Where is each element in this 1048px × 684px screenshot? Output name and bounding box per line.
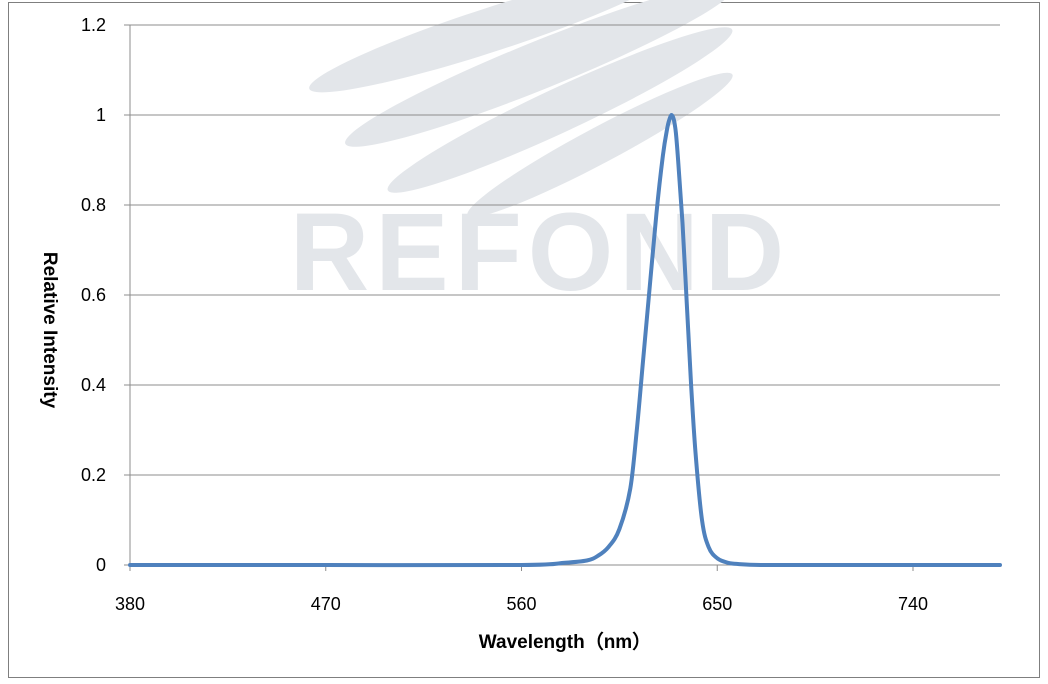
x-tick-label-4: 740 <box>898 594 928 614</box>
x-tick-label-0: 380 <box>115 594 145 614</box>
y-tick-label-1: 0.2 <box>81 465 106 485</box>
y-tick-label-0: 0 <box>96 555 106 575</box>
watermark-swoosh-1 <box>309 0 671 93</box>
x-tick-label-3: 650 <box>702 594 732 614</box>
y-tick-label-5: 1 <box>96 105 106 125</box>
watermark-swoosh-2 <box>345 0 735 147</box>
y-tick-labels: 0 0.2 0.4 0.6 0.8 1 1.2 <box>81 15 106 575</box>
y-axis-title: Relative Intensity <box>39 252 60 409</box>
y-tick-label-3: 0.6 <box>81 285 106 305</box>
y-tick-label-4: 0.8 <box>81 195 106 215</box>
x-tick-labels: 380 470 560 650 740 <box>115 594 928 614</box>
y-tick-label-2: 0.4 <box>81 375 106 395</box>
watermark-swoosh-3 <box>387 27 733 193</box>
watermark-swoosh-4 <box>467 72 733 218</box>
x-tick-label-2: 560 <box>506 594 536 614</box>
x-tick-label-1: 470 <box>311 594 341 614</box>
grid-lines <box>130 24 1000 476</box>
x-axis-title: Wavelength（nm） <box>479 630 651 653</box>
y-tick-label-6: 1.2 <box>81 15 106 35</box>
series-line-0 <box>128 113 1002 568</box>
watermark-text: REFOND <box>290 191 790 314</box>
series-layer <box>128 113 1002 568</box>
watermark-logo: REFOND <box>290 0 790 314</box>
